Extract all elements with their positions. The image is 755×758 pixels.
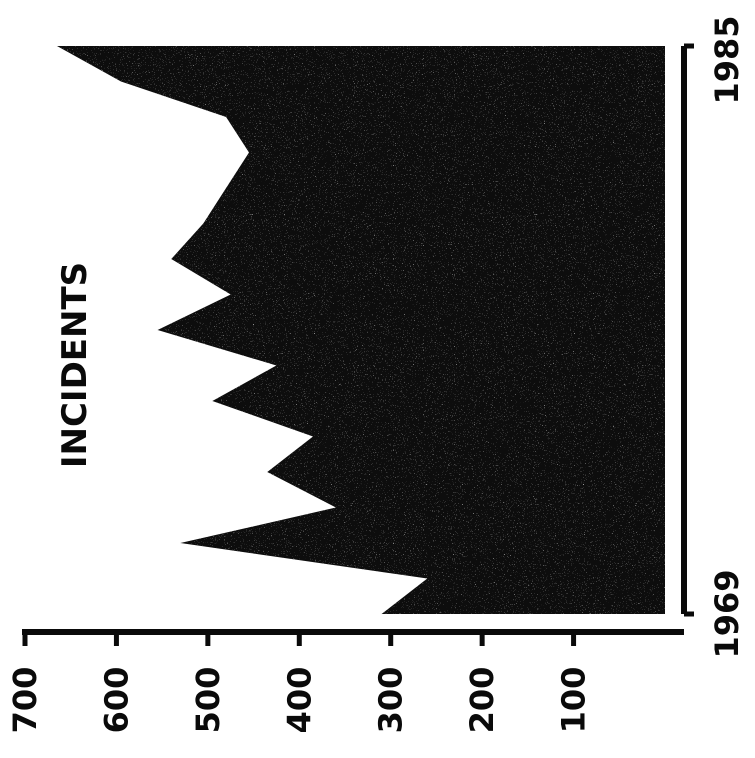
y-tick-label: 300 xyxy=(372,667,410,734)
x-tick-label: 1985 xyxy=(708,15,746,104)
axes xyxy=(22,43,694,646)
chart-labels: INCIDENTS 700 600 500 400 300 200 100 1969 1985 xyxy=(6,15,746,733)
plot-area xyxy=(56,45,665,615)
y-tick-label: 200 xyxy=(463,667,501,734)
y-tick-label: 600 xyxy=(97,667,135,734)
chart-title: INCIDENTS xyxy=(55,262,95,468)
y-tick-label: 500 xyxy=(189,667,227,734)
y-tick-label: 400 xyxy=(280,667,318,734)
x-tick-label: 1969 xyxy=(708,569,746,658)
y-tick-label: 100 xyxy=(555,667,593,734)
y-tick-label: 700 xyxy=(6,667,44,734)
incidents-area xyxy=(57,46,665,614)
